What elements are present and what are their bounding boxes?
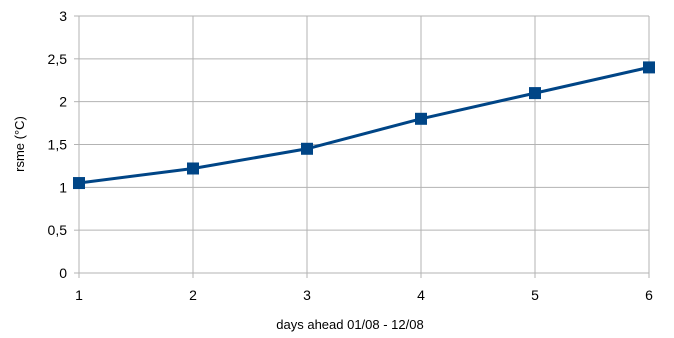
x-tick-label: 3 [303, 287, 311, 303]
data-point-marker [529, 87, 541, 100]
axes [74, 15, 650, 278]
y-tick-label: 1 [59, 179, 67, 195]
x-tick-label: 4 [417, 287, 425, 303]
tick-labels: 0 0,5 1 1,5 2 2,5 3 1 2 3 4 5 6 [48, 8, 654, 303]
x-tick-label: 6 [645, 287, 653, 303]
data-point-marker [415, 112, 427, 125]
y-tick-label: 0 [59, 265, 67, 281]
series-line [78, 65, 650, 185]
y-axis-label: rsme (°C) [12, 116, 27, 172]
data-point-marker [73, 177, 85, 190]
gridlines [78, 15, 650, 274]
y-tick-label: 3 [59, 8, 67, 24]
x-tick-label: 1 [75, 287, 83, 303]
y-tick-label: 0,5 [48, 222, 68, 238]
y-tick-label: 1,5 [48, 137, 68, 153]
x-tick-label: 5 [531, 287, 539, 303]
x-tick-label: 2 [189, 287, 197, 303]
series [73, 61, 655, 190]
data-point-marker [301, 142, 313, 155]
x-axis-label: days ahead 01/08 - 12/08 [276, 317, 423, 332]
y-tick-label: 2 [59, 94, 67, 110]
data-point-marker [187, 162, 199, 175]
data-point-marker [643, 61, 655, 74]
y-tick-label: 2,5 [48, 51, 68, 67]
